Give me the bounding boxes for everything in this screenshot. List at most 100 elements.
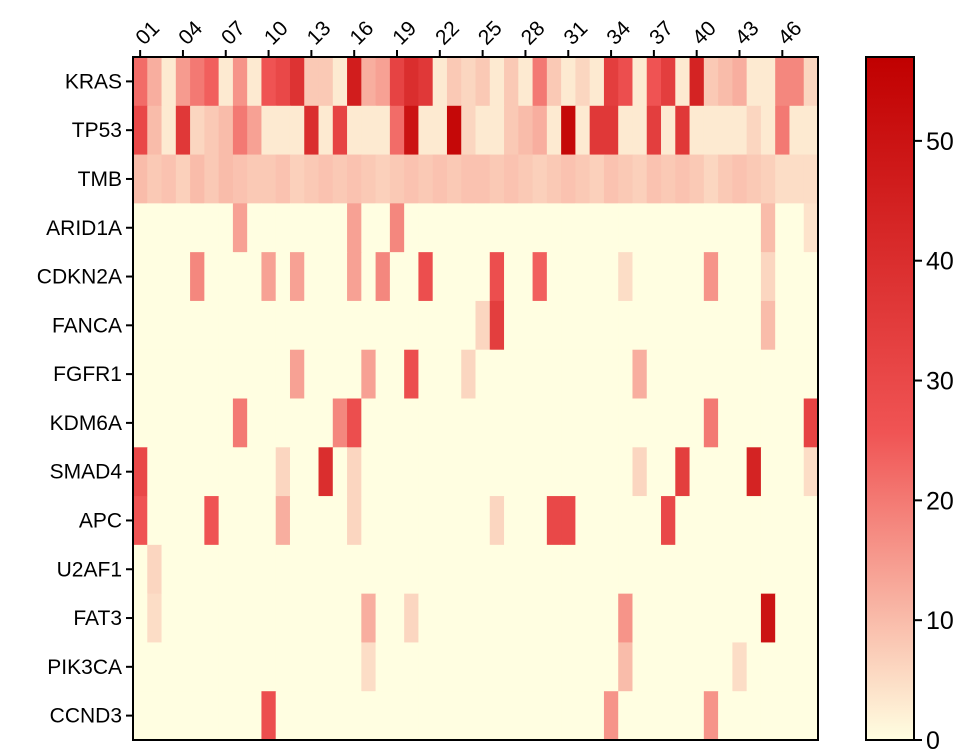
colorbar-gradient <box>865 56 915 741</box>
heatmap-cell <box>318 496 334 546</box>
heatmap-cell <box>661 203 676 253</box>
plot-frame <box>132 56 819 741</box>
heatmap-cell <box>147 691 163 741</box>
heatmap-cell <box>775 57 791 107</box>
x-tick-label: 16 <box>345 17 378 50</box>
heatmap-cell <box>760 544 776 595</box>
heatmap-cell <box>689 57 705 107</box>
heatmap-cell <box>418 593 434 644</box>
heatmap-cell <box>347 203 362 253</box>
heatmap-cell <box>147 593 163 644</box>
heatmap-cell <box>775 593 791 644</box>
heatmap-cell <box>275 57 291 107</box>
heatmap-cell <box>347 154 362 204</box>
heatmap-cell <box>618 398 634 448</box>
heatmap-cell <box>389 349 405 400</box>
heatmap-cell <box>133 252 148 302</box>
heatmap-cell <box>703 57 719 107</box>
heatmap-cell <box>689 154 705 204</box>
heatmap-cell <box>204 447 220 497</box>
heatmap-cell <box>532 105 548 156</box>
heatmap-cell <box>218 544 234 595</box>
heatmap-cell <box>161 154 177 204</box>
y-tick-label: KRAS <box>65 70 122 93</box>
heatmap-cell <box>232 252 248 302</box>
heatmap-cell <box>261 593 277 644</box>
heatmap-cell <box>561 398 576 448</box>
heatmap-cell <box>661 105 676 156</box>
heatmap-cell <box>732 398 748 448</box>
heatmap-cell <box>661 544 676 595</box>
heatmap-cell <box>718 203 733 253</box>
heatmap-cell <box>432 57 448 107</box>
heatmap-cell <box>546 300 562 351</box>
heatmap-cell <box>418 642 434 692</box>
heatmap-cell <box>247 252 263 302</box>
heatmap-cell <box>347 398 362 448</box>
heatmap-cell <box>389 496 405 546</box>
heatmap-cell <box>561 349 576 400</box>
heatmap-cell <box>775 398 791 448</box>
heatmap-cell <box>147 203 163 253</box>
heatmap-cell <box>304 593 320 644</box>
heatmap-cell <box>218 57 234 107</box>
heatmap-cell <box>732 154 748 204</box>
heatmap-cell <box>318 544 334 595</box>
heatmap-cell <box>318 447 334 497</box>
heatmap-cell <box>218 105 234 156</box>
heatmap-cell <box>475 544 491 595</box>
heatmap-cell <box>190 57 205 107</box>
heatmap-cell <box>446 57 462 107</box>
heatmap-cell <box>475 154 491 204</box>
heatmap-cell <box>589 447 605 497</box>
heatmap-cell <box>718 105 733 156</box>
heatmap-cell <box>332 691 348 741</box>
heatmap-cell <box>803 300 819 351</box>
x-tick-label: 40 <box>688 17 721 50</box>
heatmap-cell <box>661 154 676 204</box>
heatmap-cell <box>175 300 191 351</box>
heatmap-cell <box>247 300 263 351</box>
heatmap-cell <box>504 496 519 546</box>
x-tick-label: 46 <box>774 17 807 50</box>
heatmap-cell <box>161 496 177 546</box>
heatmap-cell <box>618 691 634 741</box>
heatmap-cell <box>175 691 191 741</box>
heatmap-cell <box>218 642 234 692</box>
heatmap-cell <box>689 349 705 400</box>
heatmap-cell <box>775 105 791 156</box>
heatmap-cell <box>575 593 591 644</box>
heatmap-cell <box>461 300 477 351</box>
heatmap-cell <box>532 691 548 741</box>
heatmap-cell <box>304 642 320 692</box>
heatmap-cell <box>404 203 420 253</box>
heatmap-cell <box>475 691 491 741</box>
heatmap-cell <box>318 252 334 302</box>
heatmap-cell <box>661 691 676 741</box>
heatmap-cell <box>375 203 391 253</box>
heatmap-cell <box>418 57 434 107</box>
heatmap-cell <box>475 252 491 302</box>
heatmap-cell <box>789 57 805 107</box>
heatmap-cell <box>275 447 291 497</box>
heatmap-cell <box>646 105 662 156</box>
heatmap-cell <box>347 496 362 546</box>
colorbar-tick-label: 20 <box>926 487 954 515</box>
heatmap-cell <box>746 496 762 546</box>
heatmap-cell <box>561 252 576 302</box>
heatmap-cell <box>575 398 591 448</box>
heatmap-cell <box>218 349 234 400</box>
heatmap-cell <box>289 154 305 204</box>
heatmap-cell <box>261 496 277 546</box>
heatmap-cell <box>518 349 534 400</box>
heatmap-cell <box>618 154 634 204</box>
heatmap-cell <box>446 496 462 546</box>
heatmap-cell <box>546 349 562 400</box>
heatmap-cell <box>361 447 377 497</box>
heatmap-cell <box>361 593 377 644</box>
heatmap-cell <box>175 154 191 204</box>
heatmap-cell <box>489 544 505 595</box>
heatmap-cell <box>304 544 320 595</box>
heatmap-cell <box>632 349 648 400</box>
heatmap-cell <box>603 447 619 497</box>
